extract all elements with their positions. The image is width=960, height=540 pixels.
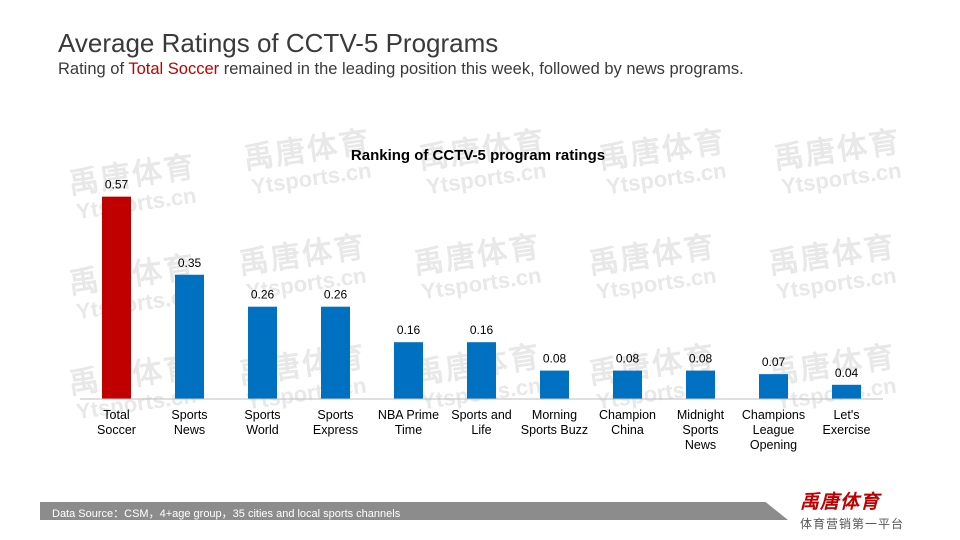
bar — [540, 370, 569, 399]
category-label-line: Sports Buzz — [521, 423, 588, 437]
category-label-line: Sports — [244, 408, 280, 422]
bar — [467, 342, 496, 399]
category-label-line: World — [246, 423, 278, 437]
category-label-line: Total — [103, 408, 129, 422]
category-label-line: News — [685, 438, 716, 452]
category-label-line: Sports — [171, 408, 207, 422]
data-label: 0.57 — [105, 178, 129, 192]
bar — [686, 370, 715, 399]
category-label: Sports World — [244, 408, 280, 437]
category-label-line: Let's — [833, 408, 859, 422]
category-label-line: Sports — [317, 408, 353, 422]
data-label: 0.08 — [689, 352, 713, 366]
data-label: 0.35 — [178, 256, 202, 270]
category-label-line: News — [174, 423, 205, 437]
data-label: 0.26 — [251, 288, 275, 302]
bar — [248, 306, 277, 399]
category-label: Midnight Sports News — [677, 408, 725, 452]
category-label-line: Sports — [682, 423, 718, 437]
page-subtitle: Rating of Total Soccer remained in the l… — [58, 60, 744, 79]
data-label: 0.16 — [397, 323, 421, 337]
bar — [832, 384, 861, 399]
category-label-line: Opening — [750, 438, 797, 452]
brand-slogan: 体育营销第一平台 — [800, 517, 905, 531]
category-label-line: Champions — [742, 408, 805, 422]
data-source-note: Data Source：CSM，4+age group，35 cities an… — [52, 508, 401, 520]
category-label-line: China — [611, 423, 644, 437]
category-label-line: Express — [313, 423, 358, 437]
footer-bar — [40, 502, 788, 520]
page-title: Average Ratings of CCTV-5 Programs — [58, 28, 499, 58]
category-label: Morning Sports Buzz — [521, 408, 588, 437]
category-label: NBA Prime Time — [378, 408, 439, 437]
data-label: 0.08 — [543, 352, 567, 366]
data-label: 0.07 — [762, 355, 786, 369]
bar — [394, 342, 423, 399]
category-label: Sports Express — [313, 408, 358, 437]
category-label-line: NBA Prime — [378, 408, 439, 422]
subtitle-highlight: Total Soccer — [128, 60, 220, 78]
category-label-line: Time — [395, 423, 422, 437]
bar — [102, 196, 131, 399]
data-label: 0.04 — [835, 366, 859, 380]
data-label: 0.08 — [616, 352, 640, 366]
bar — [175, 274, 204, 399]
category-label: Champion China — [599, 408, 656, 437]
category-label: Let's Exercise — [823, 408, 871, 437]
category-label: Total Soccer — [97, 408, 136, 437]
bar — [613, 370, 642, 399]
category-label: Champions League Opening — [742, 408, 805, 452]
category-label-line: League — [753, 423, 795, 437]
category-label-line: Champion — [599, 408, 656, 422]
subtitle-after: remained in the leading position this we… — [219, 60, 744, 78]
data-label: 0.16 — [470, 323, 494, 337]
subtitle-before: Rating of — [58, 60, 129, 78]
category-label-line: Soccer — [97, 423, 136, 437]
category-label-line: Exercise — [823, 423, 871, 437]
bar — [759, 374, 788, 399]
category-label-line: Life — [471, 423, 491, 437]
chart-title: Ranking of CCTV-5 program ratings — [351, 147, 605, 164]
data-label: 0.26 — [324, 288, 348, 302]
category-label: Sports News — [171, 408, 207, 437]
category-label-line: Sports and — [451, 408, 512, 422]
bar — [321, 306, 350, 399]
category-label-line: Midnight — [677, 408, 725, 422]
brand-logo: 禹唐体育 — [800, 491, 881, 513]
brand-block: 禹唐体育 体育营销第一平台 — [800, 487, 904, 532]
category-label: Sports and Life — [451, 408, 512, 437]
category-label-line: Morning — [532, 408, 577, 422]
